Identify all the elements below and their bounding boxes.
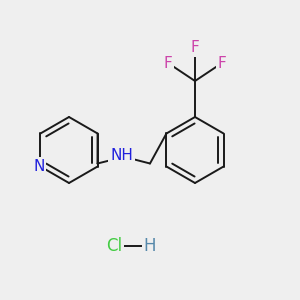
Text: F: F — [190, 40, 200, 56]
Text: F: F — [218, 56, 226, 70]
Text: Cl: Cl — [106, 237, 122, 255]
Text: H: H — [144, 237, 156, 255]
Text: NH: NH — [110, 148, 133, 164]
Text: F: F — [164, 56, 172, 70]
Text: N: N — [33, 159, 45, 174]
